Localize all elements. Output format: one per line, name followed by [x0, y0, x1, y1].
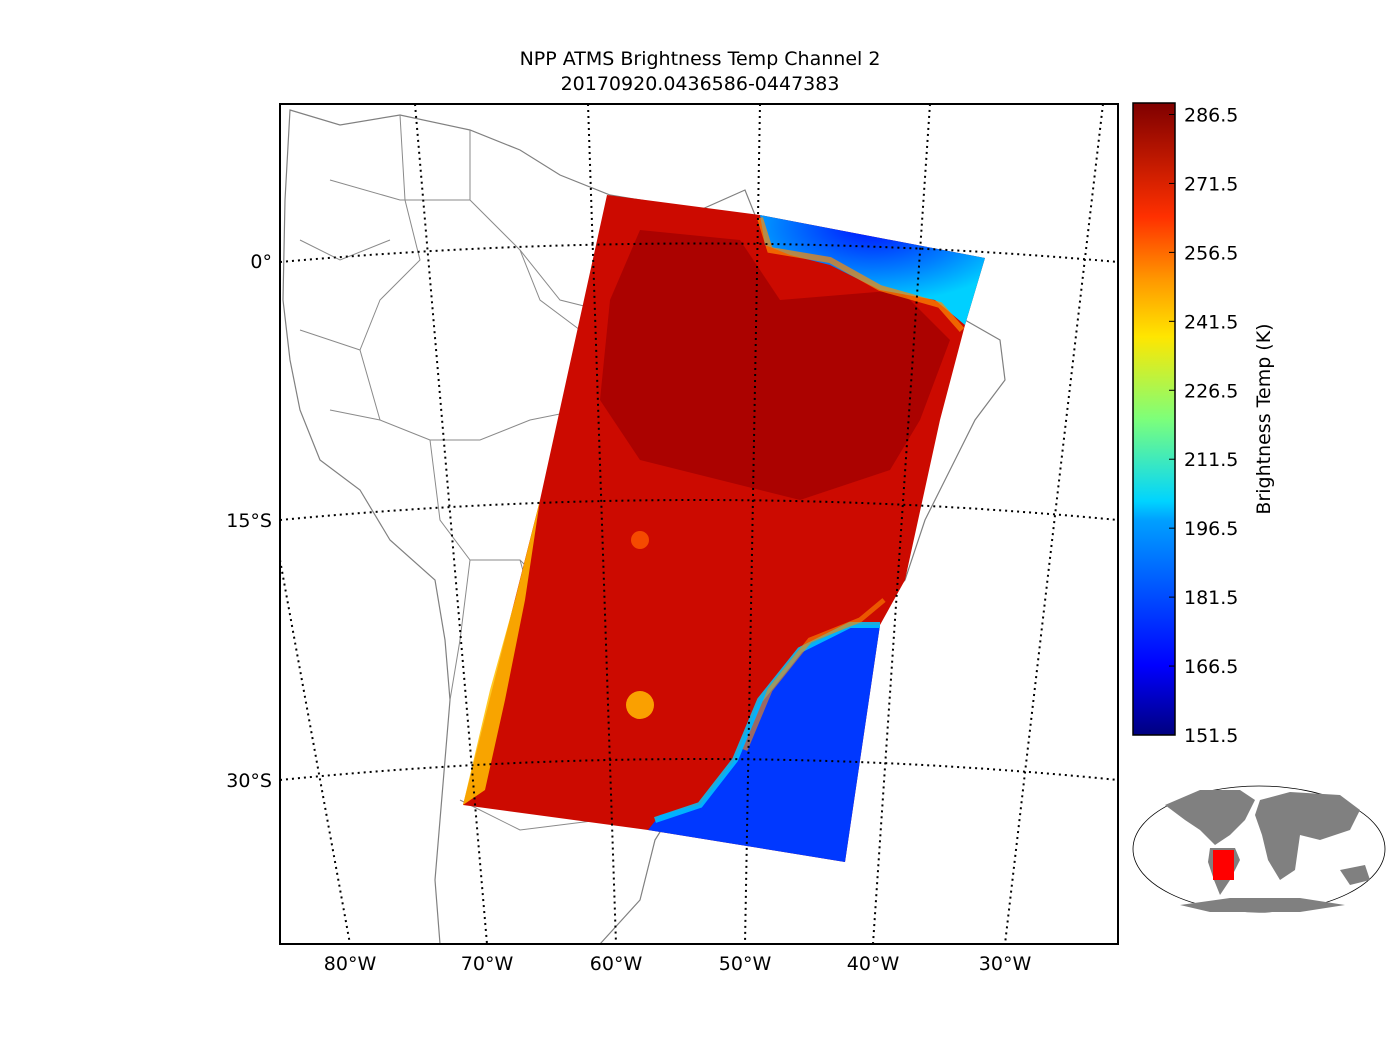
ocean-north: [760, 215, 985, 325]
ocean-south: [648, 625, 880, 862]
inset-eurasia-africa: [1255, 792, 1360, 880]
colorbar-tick-label: 226.5: [1184, 380, 1238, 402]
map-content: [280, 104, 1118, 944]
colorbar-tick-label: 211.5: [1184, 449, 1238, 471]
colorbar-tick-label: 286.5: [1184, 104, 1238, 126]
coast-transition-north: [757, 217, 965, 332]
inset-north-america: [1165, 790, 1255, 845]
lon-label-3: 50°W: [719, 953, 772, 975]
colorbar-tick-label: 151.5: [1184, 725, 1238, 747]
colorbar-tick-label: 196.5: [1184, 518, 1238, 540]
lon-label-0: 80°W: [324, 953, 377, 975]
colorbar-tick-label: 256.5: [1184, 242, 1238, 264]
coast-warm-south: [742, 598, 886, 751]
colorbar: [1132, 102, 1176, 736]
data-swath: [463, 195, 985, 862]
graticule: [280, 104, 1118, 944]
swath-hot-core: [600, 230, 950, 500]
lon-label-2: 60°W: [590, 953, 643, 975]
inset-antarctica: [1180, 898, 1345, 912]
colorbar-label: Brightness Temp (K): [1253, 323, 1275, 514]
lon-label-5: 30°W: [979, 953, 1032, 975]
lat-label-2: 30°S: [226, 770, 272, 792]
warm-spot: [626, 691, 654, 719]
lon-label-4: 40°W: [847, 953, 900, 975]
inset-highlight: [1213, 850, 1234, 880]
lat-label-0: 0°: [250, 251, 272, 273]
colorbar-tick-label: 181.5: [1184, 587, 1238, 609]
chart-subtitle: 20170920.0436586-0447383: [560, 73, 840, 95]
inset-locator-map: [1132, 785, 1386, 913]
colorbar-ticks: 286.5 271.5 256.5 241.5 226.5 211.5 196.5 181.5…: [1169, 104, 1238, 747]
colorbar-tick-label: 241.5: [1184, 311, 1238, 333]
map-frame: [279, 103, 1119, 945]
lon-label-1: 70°W: [461, 953, 514, 975]
colorbar-tick-label: 166.5: [1184, 656, 1238, 678]
swath-edge-west: [463, 500, 540, 805]
warm-spot-2: [631, 531, 649, 549]
colorbar-tick-label: 271.5: [1184, 173, 1238, 195]
lat-label-1: 15°S: [226, 510, 272, 532]
inset-australia: [1340, 865, 1370, 885]
chart-title: NPP ATMS Brightness Temp Channel 2: [519, 48, 881, 70]
